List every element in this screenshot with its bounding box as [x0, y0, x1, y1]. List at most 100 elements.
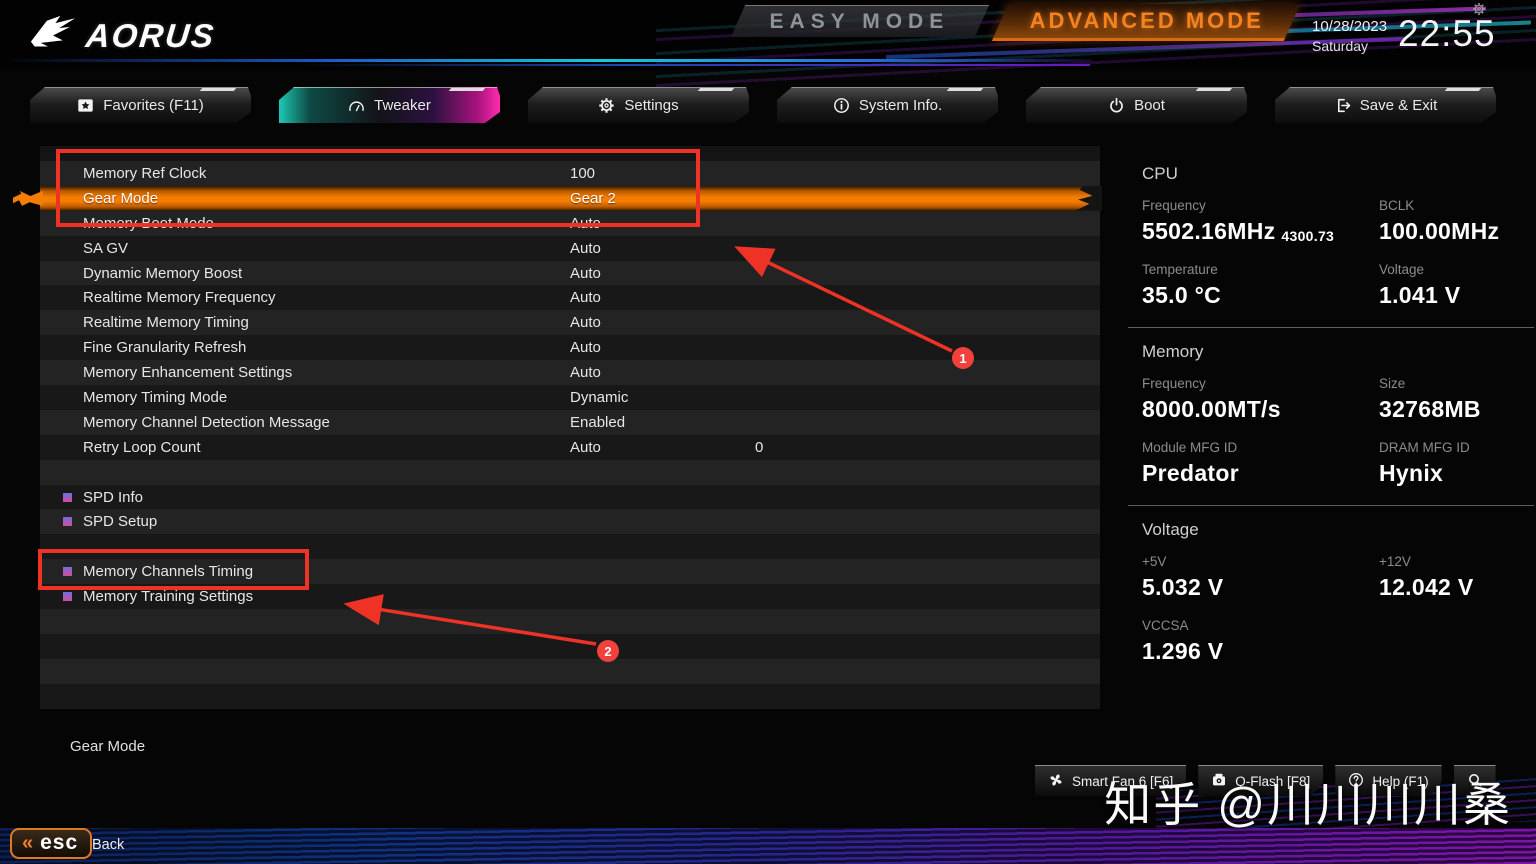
button-label: Smart Fan 6 [F6] [1072, 773, 1174, 789]
esc-key-button[interactable]: « esc [10, 828, 93, 859]
power-icon [1108, 97, 1125, 114]
tab-label: System Info. [858, 97, 943, 114]
gauge-icon [348, 97, 365, 114]
row-memory-boot-mode[interactable]: Memory Boot Mode Auto [40, 210, 1100, 236]
field-value: 12.042 V [1379, 574, 1474, 600]
tab-settings[interactable]: Settings [528, 87, 749, 123]
sidebar-field-module-mfg-id: Module MFG ID Predator [1142, 440, 1379, 487]
advanced-mode-button[interactable]: ADVANCED MODE [991, 4, 1301, 41]
row-dynamic-memory-boost[interactable]: Dynamic Memory Boost Auto [40, 260, 1100, 286]
qflash-icon [1211, 772, 1227, 791]
settings-list: Memory Ref Clock 100 Gear Mode Gear 2 Memory… [40, 146, 1100, 709]
row-label: SPD Info [83, 488, 144, 506]
field-value: 5502.16MHz 4300.73 [1142, 218, 1335, 244]
fan-icon [1048, 772, 1064, 791]
day-value: Saturday [1312, 37, 1369, 54]
row-label: Memory Timing Mode [83, 388, 228, 406]
button-label: Help (F1) [1372, 773, 1429, 789]
smart-fan-button[interactable]: Smart Fan 6 [F6] [1035, 765, 1186, 796]
tab-label: Favorites (F11) [103, 97, 204, 114]
sidebar-field-frequency: Frequency 8000.00MT/s [1142, 376, 1379, 423]
item-help-text: Gear Mode [70, 738, 146, 755]
empty-row [40, 658, 1100, 684]
row-label: Fine Granularity Refresh [83, 339, 247, 357]
field-label: Frequency [1142, 376, 1206, 391]
question-icon [1348, 772, 1364, 791]
empty-row [40, 633, 1100, 659]
sidebar-section-title: Memory [1142, 342, 1204, 361]
tab-label: Settings [624, 97, 679, 114]
sidebar-divider [1128, 505, 1534, 506]
sidebar-divider [1128, 327, 1534, 328]
row-memory-channel-detection-message[interactable]: Memory Channel Detection Message Enabled [40, 409, 1100, 435]
row-spd-setup[interactable]: SPD Setup [40, 509, 1100, 535]
help-button[interactable]: Help (F1) [1335, 765, 1441, 796]
row-memory-training-settings[interactable]: Memory Training Settings [40, 584, 1100, 610]
tab-tweaker[interactable]: Tweaker [279, 87, 500, 123]
row-label: SA GV [83, 239, 129, 257]
field-label: Temperature [1142, 262, 1218, 277]
tab-boot[interactable]: Boot [1026, 87, 1247, 123]
row-value: Auto [570, 364, 601, 382]
sidebar-field-size: Size 32768MB [1379, 376, 1534, 423]
watermark: 知乎 @川川川川桑 [1104, 778, 1512, 831]
row-value: Auto [570, 264, 601, 282]
field-label: +12V [1379, 554, 1411, 569]
sidebar-field-frequency: Frequency 5502.16MHz 4300.73 [1142, 198, 1379, 245]
row-realtime-memory-timing[interactable]: Realtime Memory Timing Auto [40, 310, 1100, 336]
submenu-bullet-icon [63, 592, 72, 602]
row-label: Dynamic Memory Boost [83, 264, 243, 282]
row-retry-loop-count[interactable]: Retry Loop Count Auto 0 [40, 434, 1100, 460]
empty-row [40, 459, 1100, 485]
footer-buttons: Smart Fan 6 [F6] Q-Flash [F8] Help (F1) [1035, 765, 1496, 796]
sidebar-field-dram-mfg-id: DRAM MFG ID Hynix [1379, 440, 1534, 487]
row-value: Auto [570, 339, 601, 357]
row-value: Auto [570, 214, 601, 232]
sidebar-field-voltage: Voltage 1.041 V [1379, 262, 1534, 309]
settings-gear-icon[interactable] [1472, 2, 1486, 16]
falcon-icon [26, 12, 80, 59]
row-memory-timing-mode[interactable]: Memory Timing Mode Dynamic [40, 385, 1100, 410]
sidebar-section-title: Voltage [1142, 520, 1199, 539]
row-value: Auto [570, 289, 601, 307]
submenu-bullet-icon [63, 517, 72, 527]
submenu-bullet-icon [63, 492, 72, 502]
field-value: 35.0 °C [1142, 282, 1222, 308]
empty-row [40, 683, 1100, 709]
field-label: Frequency [1142, 198, 1206, 213]
tab-favorites-f11[interactable]: Favorites (F11) [30, 87, 251, 123]
row-value: Gear 2 [570, 189, 616, 207]
sidebar-field-temperature: Temperature 35.0 °C [1142, 262, 1379, 309]
row-memory-channels-timing[interactable]: Memory Channels Timing [40, 559, 1100, 585]
qflash-button[interactable]: Q-Flash [F8] [1198, 765, 1323, 796]
row-label: Retry Loop Count [83, 438, 201, 456]
row-value: Enabled [570, 413, 626, 431]
sidebar-field-vccsa: VCCSA 1.296 V [1142, 618, 1379, 665]
date-display: 10/28/2023 Saturday [1312, 17, 1387, 55]
easy-mode-button[interactable]: EASY MODE [730, 5, 990, 37]
tab-save-exit[interactable]: Save & Exit [1275, 87, 1496, 123]
tab-system-info[interactable]: System Info. [777, 87, 998, 123]
row-label: Memory Ref Clock [83, 164, 207, 182]
field-label: +5V [1142, 554, 1167, 569]
empty-row [40, 534, 1100, 560]
row-fine-granularity-refresh[interactable]: Fine Granularity Refresh Auto [40, 335, 1100, 361]
tab-label: Boot [1134, 97, 1165, 114]
field-label: Size [1379, 376, 1406, 391]
row-label: Memory Boot Mode [83, 214, 214, 232]
row-memory-enhancement-settings[interactable]: Memory Enhancement Settings Auto [40, 360, 1100, 386]
row-realtime-memory-frequency[interactable]: Realtime Memory Frequency Auto [40, 285, 1100, 311]
row-label: Realtime Memory Frequency [83, 289, 276, 307]
row-value-secondary: 0 [755, 438, 764, 456]
hardware-monitor-panel: CPU Frequency 5502.16MHz 4300.73 BCLK 100.00M… [1128, 150, 1534, 665]
row-spd-info[interactable]: SPD Info [40, 484, 1100, 510]
row-sa-gv[interactable]: SA GV Auto [40, 235, 1100, 261]
row-memory-ref-clock[interactable]: Memory Ref Clock 100 [40, 161, 1100, 186]
row-gear-mode[interactable]: Gear Mode Gear 2 [40, 185, 1100, 211]
back-label: Back [92, 837, 125, 853]
brand-name: AORUS [84, 16, 218, 54]
sidebar-field-5v: +5V 5.032 V [1142, 554, 1379, 601]
row-value: Auto [570, 438, 601, 456]
back-chevron-icon: « [22, 831, 34, 854]
